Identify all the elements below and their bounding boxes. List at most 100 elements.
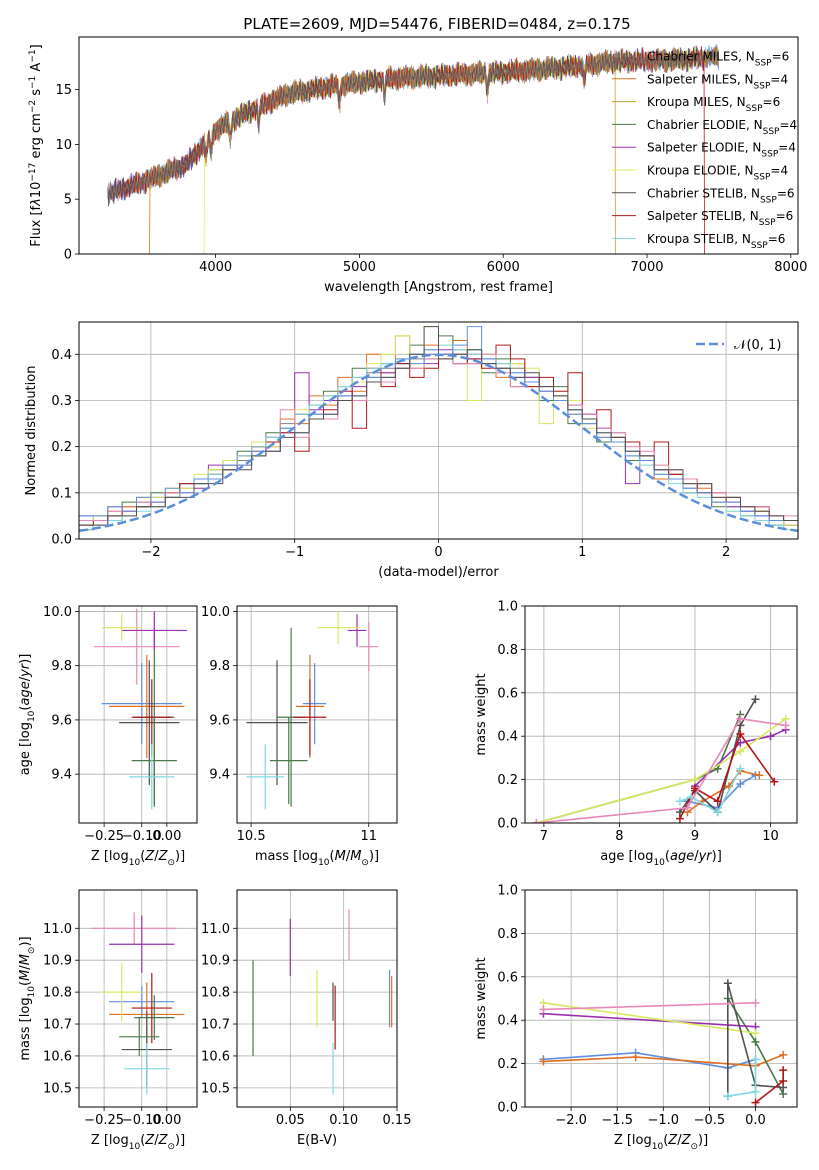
weight-marker: [723, 1092, 732, 1101]
errorbar-point: [121, 611, 187, 650]
x-tick-label: 11: [360, 829, 377, 844]
legend-label: Salpeter STELIB, NSSP=6: [647, 209, 793, 228]
weight-marker: [766, 732, 775, 741]
weight-series-line: [727, 983, 784, 1097]
weight-marker: [736, 764, 745, 773]
errorbar-point: [129, 744, 175, 810]
errorbar-point: [131, 717, 177, 805]
y-tick-label: 0.3: [51, 394, 72, 409]
weight-series-line: [543, 1054, 784, 1067]
histogram-series: [79, 326, 798, 539]
x-tick-label: 7: [540, 829, 548, 844]
residuals-histogram-panel: −2 −1 0 1 2 0.0 0.1 0.2 0.3 0.4 (data-model)/error…: [24, 321, 799, 580]
weight-series-line: [536, 717, 786, 823]
weight-series-line: [543, 1012, 756, 1028]
errorbar-point: [94, 608, 180, 685]
weight-marker: [779, 1066, 788, 1075]
x-axis-label: Z [log10(Z/Z⊙)]: [614, 1133, 708, 1152]
x-tick-label: 2: [722, 545, 730, 560]
x-tick-label: −0.25: [84, 829, 124, 844]
plot-area: [539, 979, 788, 1107]
y-tick-label: 0.2: [51, 440, 72, 455]
legend-label: Chabrier STELIB, NSSP=6: [647, 186, 795, 205]
axes-frame: [236, 605, 398, 824]
errorbar-point: [119, 1017, 160, 1056]
errorbar-point: [347, 614, 367, 647]
x-axis-label: age [log10(age/yr)]: [600, 849, 722, 868]
x-tick-label: 10.5: [237, 829, 266, 844]
weight-marker: [751, 1037, 760, 1046]
y-axis-label: age [log10(age/yr)]: [18, 654, 37, 776]
y-tick-label: 9.6: [209, 713, 230, 728]
y-tick-label: 0.6: [497, 970, 518, 985]
y-tick-label: 10.7: [201, 1018, 230, 1033]
plot-area: [79, 326, 798, 539]
y-axis-label: mass weight: [474, 673, 489, 755]
y-tick-label: 9.8: [209, 659, 230, 674]
x-tick-label: −1.0: [648, 1113, 680, 1128]
x-axis-label: Z [log10(Z/Z⊙)]: [91, 849, 185, 868]
x-tick-label: 5000: [343, 260, 376, 275]
errorbar-point: [101, 662, 182, 745]
y-tick-label: 10.0: [201, 605, 230, 620]
weight-marker: [539, 1057, 548, 1066]
y-tick-label: 0.0: [51, 533, 72, 548]
weight-marker: [631, 1053, 640, 1062]
x-tick-label: −0.10: [122, 1113, 162, 1128]
y-tick-label: 0.1: [51, 486, 72, 501]
y-tick-label: 0.8: [497, 643, 518, 658]
weight-marker: [751, 1098, 760, 1107]
y-tick-label: 10: [55, 138, 72, 153]
legend-label: Kroupa STELIB, NSSP=6: [647, 232, 785, 251]
weight-marker: [736, 779, 745, 788]
y-tick-label: 0.0: [497, 817, 518, 832]
x-tick-label: −2: [141, 545, 160, 560]
x-axis-label: mass [log10(M/M⊙)]: [255, 849, 379, 868]
y-tick-label: 10.5: [43, 1081, 72, 1096]
errorbar-point: [293, 679, 327, 756]
age-vs-mass-panel: 10.5 11 9.4 9.6 9.8 10.0 mass [log10(M/M⊙)]: [201, 605, 398, 868]
y-tick-label: 0.8: [497, 927, 518, 942]
errorbar-point: [317, 611, 360, 644]
x-tick-label: 9: [691, 829, 699, 844]
y-tick-label: 0.0: [497, 1101, 518, 1116]
axes-frame: [236, 889, 398, 1108]
x-tick-label: 1: [578, 545, 586, 560]
x-tick-label: 4000: [199, 260, 232, 275]
y-tick-label: 10.6: [201, 1049, 230, 1064]
x-axis-label: wavelength [Angstrom, rest frame]: [324, 280, 553, 295]
y-tick-label: 0.2: [497, 773, 518, 788]
legend-label: Salpeter ELODIE, NSSP=4: [647, 141, 796, 160]
errorbar-point: [109, 654, 185, 758]
y-tick-label: 0.6: [497, 686, 518, 701]
x-tick-label: 0.00: [152, 1113, 181, 1128]
x-tick-label: 6000: [487, 260, 520, 275]
y-tick-label: 0: [64, 248, 72, 263]
x-tick-label: 7000: [630, 260, 663, 275]
plot-area: [91, 912, 185, 1095]
x-tick-label: −0.5: [694, 1113, 726, 1128]
x-tick-label: −0.10: [122, 829, 162, 844]
legend-label: Chabrier ELODIE, NSSP=4: [647, 118, 797, 137]
weight-marker: [779, 1076, 788, 1085]
weight-marker: [736, 730, 745, 739]
plot-area: [94, 608, 187, 810]
weight-marker: [751, 1087, 760, 1096]
x-tick-label: −1.5: [601, 1113, 633, 1128]
axes-frame: [78, 36, 799, 255]
spectrum-line: [107, 43, 719, 204]
x-axis-label: E(B-V): [297, 1133, 337, 1148]
x-tick-label: 0.15: [383, 1113, 412, 1128]
plot-area: [532, 695, 790, 823]
errorbar-point: [359, 622, 379, 672]
y-axis-label: mass [log10(M/M⊙)]: [18, 936, 37, 1060]
y-tick-label: 9.8: [51, 659, 72, 674]
errorbar-point: [131, 679, 172, 756]
y-tick-label: 10.8: [43, 986, 72, 1001]
y-axis-label: Normed distribution: [24, 366, 39, 496]
weight-series-line: [679, 768, 742, 814]
y-tick-label: 9.4: [209, 768, 230, 783]
axes-frame: [524, 605, 798, 824]
plot-area: [107, 43, 719, 254]
plot-area: [252, 909, 393, 1095]
